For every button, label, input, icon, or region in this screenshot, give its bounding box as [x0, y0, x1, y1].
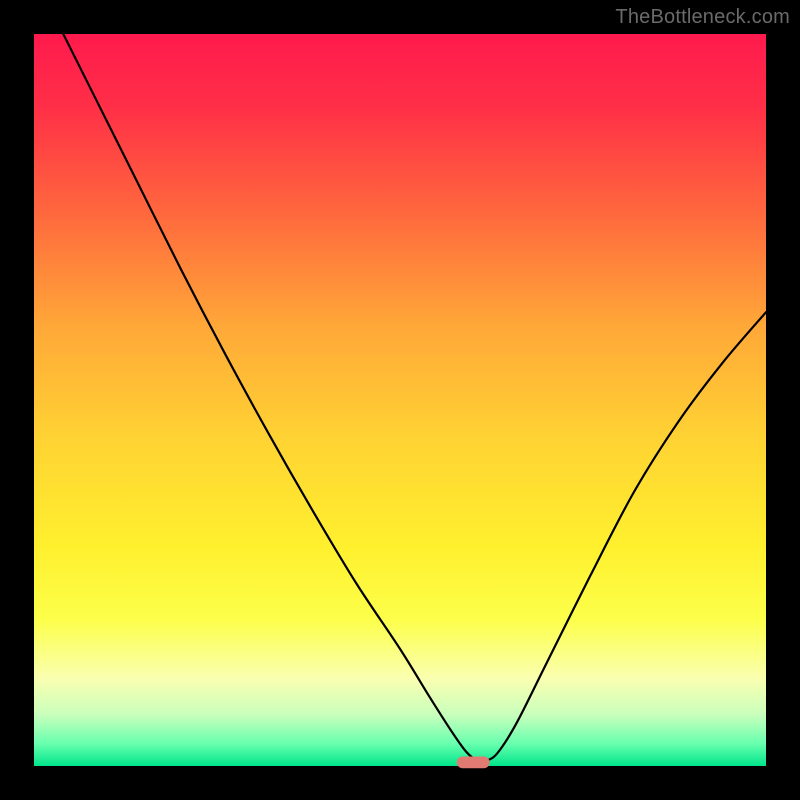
- watermark-label: TheBottleneck.com: [615, 6, 790, 29]
- bottleneck-chart: [0, 0, 800, 800]
- plot-background: [34, 34, 766, 766]
- optimal-range-marker: [457, 756, 490, 768]
